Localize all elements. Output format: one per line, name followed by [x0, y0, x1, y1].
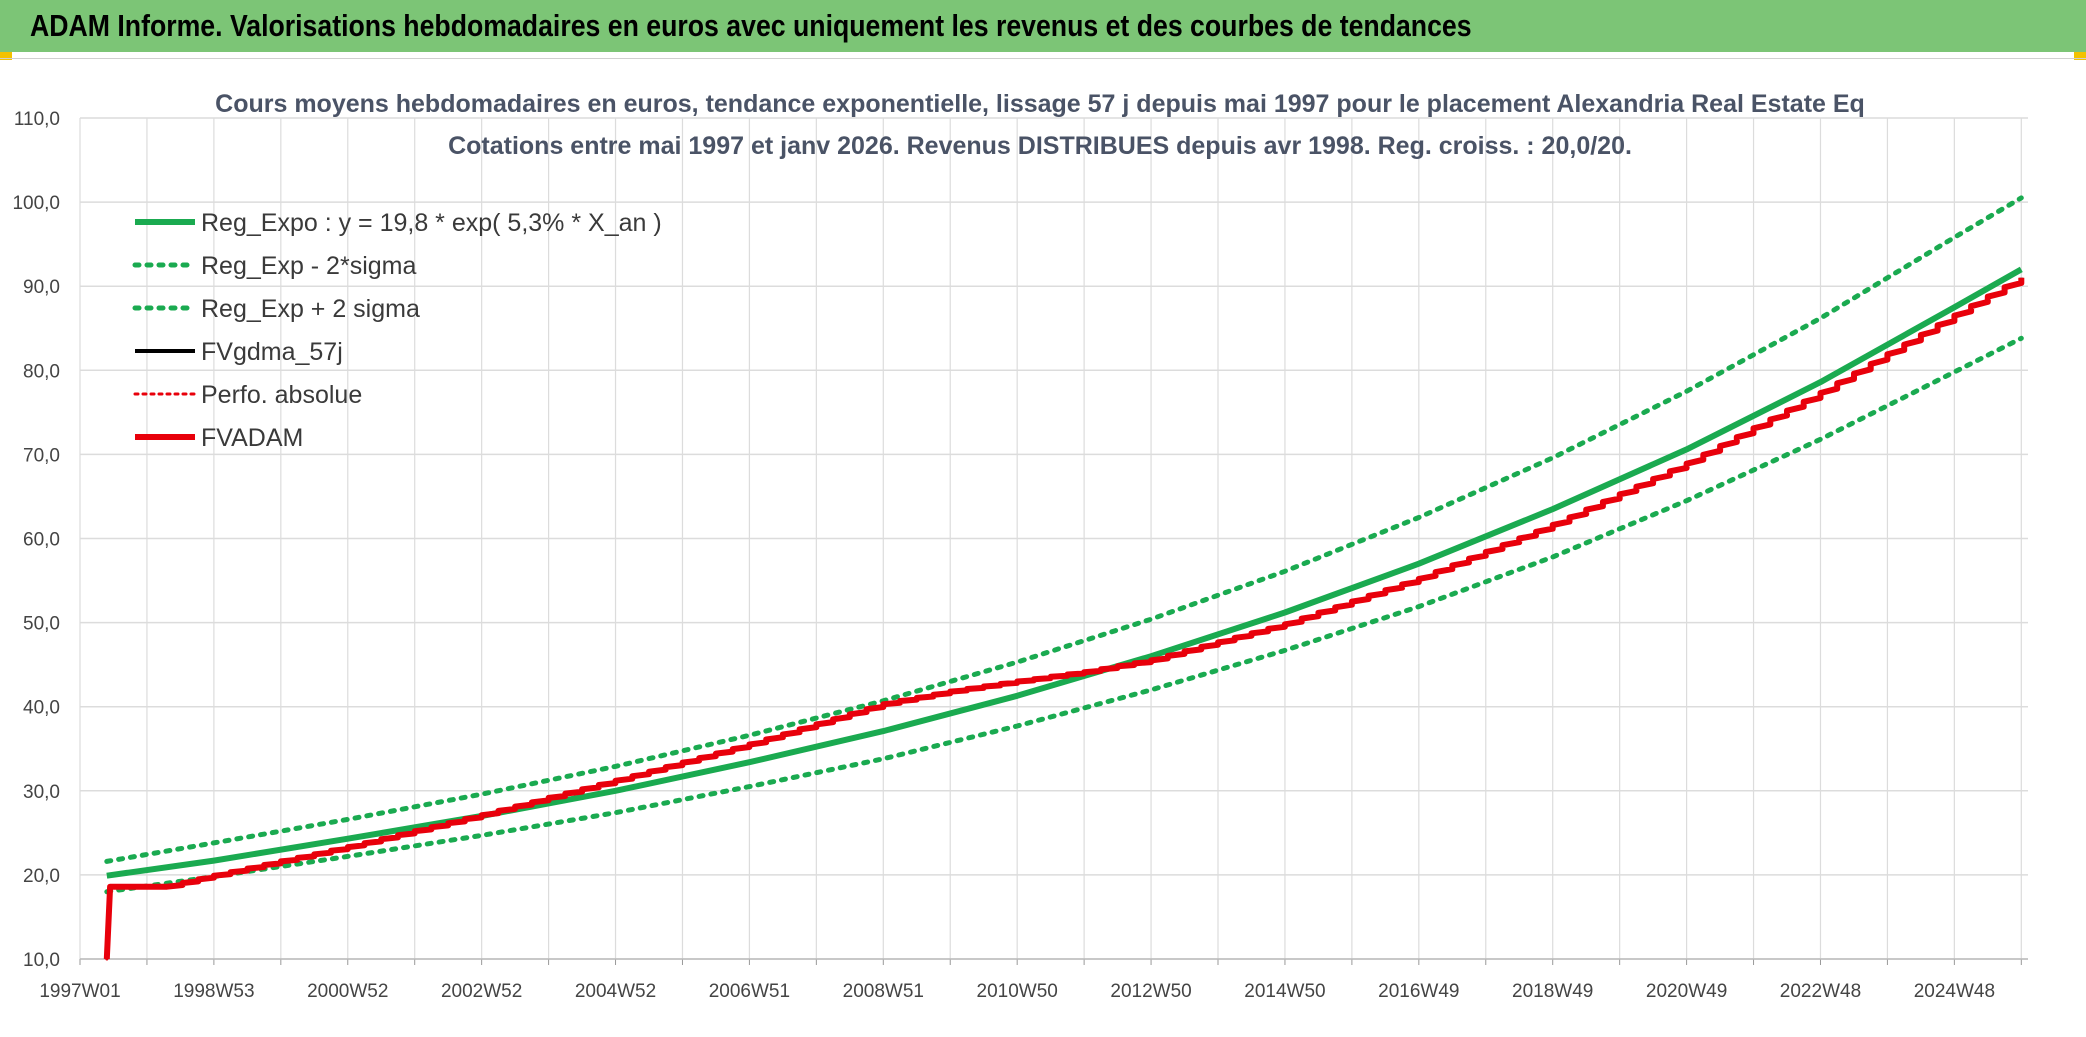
legend: Reg_Expo : y = 19,8 * exp( 5,3% * X_an )… — [132, 209, 662, 452]
x-tick-label: 2000W52 — [307, 981, 388, 1002]
y-tick-label: 100,0 — [12, 193, 60, 214]
legend-label: Perfo. absolue — [201, 381, 362, 409]
x-tick-label: 2002W52 — [441, 981, 522, 1002]
x-tick-label: 2004W52 — [575, 981, 656, 1002]
legend-label: FVgdma_57j — [201, 338, 343, 366]
y-tick-label: 50,0 — [23, 614, 60, 635]
x-tick-label: 2014W50 — [1244, 981, 1325, 1002]
series-line-3 — [104, 277, 2024, 960]
chart-subtitle: Cotations entre mai 1997 et janv 2026. R… — [448, 132, 1632, 160]
corner-mark-left — [0, 52, 12, 60]
chart-title: Cours moyens hebdomadaires en euros, ten… — [215, 90, 1865, 118]
legend-label: Reg_Expo : y = 19,8 * exp( 5,3% * X_an ) — [201, 209, 662, 237]
x-tick-label: 2018W49 — [1512, 981, 1593, 1002]
legend-label: Reg_Exp + 2 sigma — [201, 295, 420, 323]
x-tick-label: 2008W51 — [843, 981, 924, 1002]
axis-layer: 10,0 20,0 30,0 40,0 50,0 60,0 70,0 80,0 90,0 100,… — [12, 109, 2028, 1002]
y-tick-label: 20,0 — [23, 866, 60, 887]
legend-label: Reg_Exp - 2*sigma — [201, 252, 416, 280]
y-tick-label: 10,0 — [23, 950, 60, 971]
page-title: ADAM Informe. Valorisations hebdomadaire… — [30, 8, 1472, 43]
x-tick-label: 2024W48 — [1914, 981, 1995, 1002]
series-line-2 — [104, 195, 2024, 864]
y-tick-label: 30,0 — [23, 782, 60, 803]
y-tick-label: 90,0 — [23, 277, 60, 298]
x-tick-label: 2006W51 — [709, 981, 790, 1002]
series-layer — [103, 195, 2025, 961]
x-tick-label: 1997W01 — [39, 981, 120, 1002]
y-tick-label: 70,0 — [23, 445, 60, 466]
y-tick-label: 40,0 — [23, 698, 60, 719]
x-tick-label: 2010W50 — [977, 981, 1058, 1002]
series-line-5 — [103, 277, 2025, 960]
x-tick-label: 2020W49 — [1646, 981, 1727, 1002]
x-tick-label: 2016W49 — [1378, 981, 1459, 1002]
header-bar: ADAM Informe. Valorisations hebdomadaire… — [0, 0, 2086, 52]
chart-frame — [0, 58, 2086, 1037]
y-tick-label: 60,0 — [23, 530, 60, 551]
y-tick-label: 110,0 — [14, 109, 60, 130]
x-tick-label: 2012W50 — [1110, 981, 1191, 1002]
x-tick-label: 1998W53 — [173, 981, 254, 1002]
series-line-1 — [104, 335, 2024, 895]
series-line-4 — [105, 276, 2023, 961]
x-tick-label: 2022W48 — [1780, 981, 1861, 1002]
y-tick-label: 80,0 — [23, 361, 60, 382]
corner-mark-right — [2074, 52, 2086, 60]
series-line-0 — [106, 266, 2023, 879]
legend-label: FVADAM — [201, 424, 303, 452]
